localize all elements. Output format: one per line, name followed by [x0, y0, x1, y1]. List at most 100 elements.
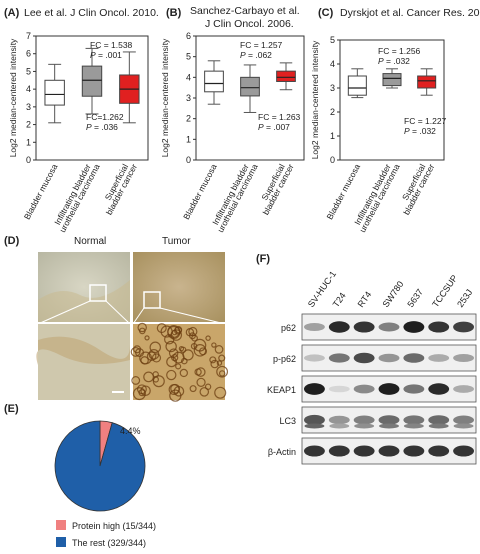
blot-band — [353, 352, 375, 364]
blot-band — [403, 445, 425, 457]
panel-b-label: (B) — [166, 7, 182, 19]
blot-band — [353, 445, 375, 457]
y-tick-label: 3 — [186, 93, 191, 103]
fc-annotation: FC = 1.538 — [90, 40, 133, 50]
blot-band-lower — [304, 423, 325, 429]
y-axis-label: Log2 median-centered intensity — [8, 38, 18, 157]
y-tick-label: 4 — [330, 59, 335, 69]
y-tick-label: 0 — [186, 155, 191, 165]
panel-c-citation: Dyrskjot et al. Cancer Res. 2004. — [340, 7, 480, 19]
blot-band — [453, 445, 475, 457]
box-body — [347, 75, 367, 96]
y-tick-label: 3 — [330, 83, 335, 93]
pie-slice — [54, 420, 146, 512]
legend-swatch-the-rest — [56, 537, 66, 547]
fc-annotation: FC = 1.256 — [378, 46, 421, 56]
fc-annotation: FC=1.262 — [86, 112, 124, 122]
blot-band — [453, 353, 475, 363]
blot-band-lower — [379, 423, 399, 429]
blot-band — [353, 384, 375, 394]
box-2 — [382, 68, 402, 89]
box-body — [81, 65, 103, 97]
blot-band — [403, 384, 425, 394]
y-tick-label: 1 — [330, 131, 335, 141]
blot-band — [428, 354, 450, 362]
box-body — [276, 70, 296, 82]
p-annotation: P = .036 — [86, 122, 118, 132]
y-tick-label: 7 — [26, 31, 31, 41]
y-tick-label: 1 — [186, 134, 191, 144]
blot-band — [403, 353, 425, 363]
blot-band-lower — [428, 423, 449, 429]
y-tick-label: 3 — [26, 102, 31, 112]
box-2 — [81, 47, 103, 115]
blot-band — [378, 383, 400, 395]
blot-band — [303, 322, 325, 332]
category-label: Bladder mucosa — [181, 162, 219, 221]
blot-band — [403, 321, 425, 333]
legend-protein-high: Protein high (15/344) — [72, 521, 156, 531]
box-1 — [347, 68, 367, 99]
blot-band-lower — [329, 423, 350, 429]
box-2 — [240, 64, 260, 113]
cell-line-label: 5637 — [405, 287, 425, 309]
y-tick-label: 4 — [26, 84, 31, 94]
tumor-zoom-box — [143, 291, 161, 309]
y-tick-label: 5 — [330, 35, 335, 45]
blot-band — [328, 415, 350, 425]
box-3 — [119, 51, 140, 124]
cell-line-label: SW780 — [380, 279, 405, 309]
panel-a-citation: Lee et al. J Clin Oncol. 2010. — [24, 7, 159, 19]
blot-row-4: β-Actin — [268, 437, 477, 465]
panel-d-label: (D) — [4, 235, 20, 247]
box-1 — [44, 63, 65, 124]
blot-band — [378, 353, 400, 363]
cell-line-label: RT4 — [356, 290, 374, 310]
panel-b-citation-line1: Sanchez-Carbayo et al. — [190, 5, 300, 17]
y-axis-label: Log2 median-centered intensity — [160, 38, 170, 157]
blot-band — [303, 414, 325, 426]
blot-band — [378, 445, 400, 457]
y-tick-label: 4 — [186, 72, 191, 82]
protein-label: β-Actin — [268, 447, 296, 457]
protein-label: p-p62 — [273, 354, 296, 364]
blot-band — [378, 415, 400, 425]
blot-band-lower — [354, 423, 375, 429]
blot-band — [428, 415, 450, 425]
p-annotation: P = .062 — [240, 50, 272, 60]
y-tick-label: 2 — [26, 120, 31, 130]
p-annotation: P = .032 — [404, 126, 436, 136]
blot-band — [428, 321, 450, 333]
panel-e-label: (E) — [4, 403, 19, 415]
boxplot-panel-b: 0 1 2 3 4 5 6 Log2 median-centered intensity Bla… — [160, 31, 305, 234]
blot-band — [353, 321, 375, 333]
panel-a: (A) Lee et al. J Clin Oncol. 2010. — [4, 7, 159, 19]
fc-annotation: FC = 1.257 — [240, 40, 283, 50]
p-annotation: P = .032 — [378, 56, 410, 66]
tumor-low-mag-image — [133, 252, 225, 322]
y-tick-label: 1 — [26, 137, 31, 147]
box-body — [204, 70, 224, 93]
box-body — [417, 75, 437, 89]
cell-line-label: 253J — [455, 287, 474, 309]
y-tick-label: 5 — [26, 66, 31, 76]
blot-row-3: LC3 — [279, 406, 477, 434]
blot-band — [303, 445, 325, 457]
protein-label: p62 — [281, 323, 296, 333]
blot-band — [453, 415, 475, 425]
panel-a-label: (A) — [4, 7, 20, 19]
panel-e: (E) 4.4% Protein high (15/344) The rest … — [4, 403, 156, 548]
p-annotation: P = .007 — [258, 122, 290, 132]
boxplot-panel-a: 0 1 2 3 4 5 6 7 Log2 median-centered intensity Bl… — [8, 31, 149, 234]
box-body — [240, 76, 260, 97]
blot-row-2: KEAP1 — [267, 375, 477, 403]
blot-band — [353, 415, 375, 425]
box-body — [382, 73, 402, 87]
blot-row-1: p-p62 — [273, 344, 477, 372]
box-3 — [417, 68, 437, 96]
category-label: Bladder mucosa — [22, 162, 60, 221]
